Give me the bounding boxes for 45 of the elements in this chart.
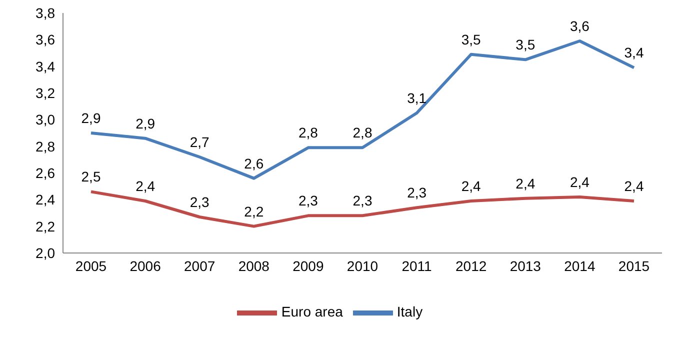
data-label: 2,8 xyxy=(298,124,318,141)
data-label: 2,4 xyxy=(624,178,644,194)
data-label: 2,6 xyxy=(244,155,264,172)
x-tick-label: 2014 xyxy=(564,258,596,274)
y-tick-label: 2,2 xyxy=(36,218,56,234)
x-tick-label: 2015 xyxy=(618,258,650,274)
data-label: 2,3 xyxy=(190,194,210,210)
data-label: 2,4 xyxy=(516,175,536,192)
x-tick-label: 2010 xyxy=(346,258,378,274)
data-label: 2,2 xyxy=(244,203,264,220)
data-label: 2,3 xyxy=(352,192,372,209)
y-tick-label: 2,0 xyxy=(36,244,56,261)
legend-label: Italy xyxy=(396,304,423,320)
x-tick-label: 2007 xyxy=(184,258,216,274)
x-tick-label: 2012 xyxy=(456,258,487,274)
x-tick-label: 2011 xyxy=(402,258,432,274)
x-tick-label: 2009 xyxy=(292,258,324,274)
data-label: 3,5 xyxy=(516,36,536,53)
x-tick-label: 2013 xyxy=(510,258,542,274)
data-label: 2,5 xyxy=(81,168,101,185)
data-label: 3,1 xyxy=(407,90,427,106)
y-tick-label: 3,2 xyxy=(36,84,56,101)
y-tick-label: 3,0 xyxy=(36,112,56,128)
y-tick-label: 3,8 xyxy=(36,4,56,21)
data-label: 3,4 xyxy=(624,44,644,61)
x-tick-label: 2005 xyxy=(75,258,107,274)
data-label: 2,9 xyxy=(81,110,101,126)
x-tick-label: 2008 xyxy=(238,258,270,274)
data-label: 2,3 xyxy=(407,184,427,201)
data-label: 3,5 xyxy=(461,31,482,48)
data-label: 2,4 xyxy=(136,178,156,194)
data-label: 2,4 xyxy=(461,178,482,194)
legend-label: Euro area xyxy=(281,304,343,320)
data-label: 3,6 xyxy=(570,18,590,34)
data-label: 2,7 xyxy=(190,134,210,150)
y-tick-label: 3,4 xyxy=(36,58,56,74)
y-tick-label: 2,4 xyxy=(36,192,56,208)
y-tick-label: 2,8 xyxy=(36,138,56,154)
y-tick-label: 2,6 xyxy=(36,164,56,181)
x-tick-label: 2006 xyxy=(130,258,162,274)
data-label: 2,8 xyxy=(352,124,372,141)
y-tick-label: 3,6 xyxy=(36,32,56,48)
data-label: 2,4 xyxy=(570,174,590,190)
data-label: 2,9 xyxy=(136,115,156,132)
data-label: 2,3 xyxy=(298,192,318,209)
